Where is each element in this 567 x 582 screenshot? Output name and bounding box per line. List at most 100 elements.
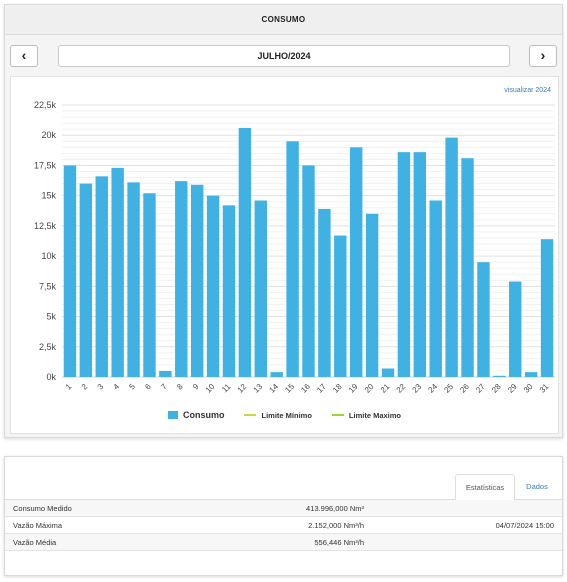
stats-table: Consumo Medido 413.996,000 Nm³ Vazão Máx… <box>5 500 562 551</box>
next-month-button[interactable]: › <box>529 45 557 67</box>
bar <box>397 152 411 377</box>
y-tick-label: 15k <box>41 191 56 201</box>
tab-estatisticas[interactable]: Estatísticas <box>455 474 515 501</box>
tab-dados[interactable]: Dados <box>526 482 548 491</box>
chart-card: visualizar 2024 0k 2,5k 5k 7,5k 10k 12,5k 15k 1… <box>10 76 559 434</box>
row-label: Vazão Máxima <box>13 521 63 530</box>
x-tick-label: 27 <box>474 382 487 395</box>
x-tick-label: 29 <box>506 382 519 395</box>
x-tick-label: 10 <box>204 382 217 395</box>
statistics-panel: Estatísticas Dados Consumo Medido 413.99… <box>4 456 563 576</box>
bar <box>429 200 442 377</box>
x-tick-label: 8 <box>175 382 185 392</box>
x-tick-label: 6 <box>143 382 153 392</box>
legend-item-consumo[interactable]: Consumo <box>167 410 224 420</box>
bar <box>175 181 188 377</box>
stats-tabs: Estatísticas Dados <box>5 474 562 501</box>
x-tick-label: 25 <box>442 382 455 395</box>
x-tick-label: 30 <box>522 382 535 395</box>
x-tick-label: 15 <box>283 382 296 395</box>
y-tick-label: 2,5k <box>39 342 57 352</box>
bar <box>461 158 474 377</box>
legend-label: Limite Maximo <box>348 410 401 420</box>
chart-legend: Consumo Limite Mínimo Limite Maximo <box>11 408 558 422</box>
legend-line-swatch <box>244 414 257 416</box>
y-tick-label: 17,5k <box>34 160 57 170</box>
bar <box>254 200 267 377</box>
x-tick-label: 12 <box>236 382 249 395</box>
x-tick-label: 22 <box>395 382 408 395</box>
bar <box>413 152 427 377</box>
x-tick-label: 4 <box>112 382 122 392</box>
row-label: Vazão Média <box>13 538 57 547</box>
x-tick-label: 18 <box>331 382 344 395</box>
row-label: Consumo Medido <box>13 504 72 513</box>
x-tick-label: 20 <box>363 382 376 395</box>
legend-bar-swatch <box>167 411 178 419</box>
legend-item-limite-maximo[interactable]: Limite Maximo <box>331 410 401 420</box>
y-tick-label: 10k <box>41 251 56 261</box>
y-tick-label: 12,5k <box>34 221 57 231</box>
bar <box>286 141 299 377</box>
x-tick-label: 24 <box>426 382 439 395</box>
bar <box>477 262 490 377</box>
bar <box>509 281 522 377</box>
bar <box>79 183 93 377</box>
x-tick-label: 21 <box>379 382 392 395</box>
bar <box>238 127 252 377</box>
panel-title: CONSUMO <box>5 5 562 35</box>
legend-item-limite-minimo[interactable]: Limite Mínimo <box>244 410 312 420</box>
bar <box>493 375 506 377</box>
x-tick-label: 19 <box>347 382 360 395</box>
x-tick-label: 5 <box>127 382 137 392</box>
x-tick-label: 31 <box>538 382 551 395</box>
row-date: 04/07/2024 15:00 <box>495 521 554 530</box>
x-tick-label: 13 <box>252 382 265 395</box>
bar <box>143 193 156 377</box>
x-tick-label: 14 <box>267 382 280 395</box>
table-row: Consumo Medido 413.996,000 Nm³ <box>5 500 562 517</box>
y-tick-label: 7,5k <box>39 281 57 291</box>
bar <box>111 167 124 377</box>
legend-line-swatch <box>331 414 344 416</box>
table-row: Vazão Média 556,446 Nm³/h <box>5 534 562 551</box>
y-tick-label: 22,5k <box>34 100 57 110</box>
x-tick-label: 9 <box>191 382 201 392</box>
consumo-panel: CONSUMO ‹ JULHO/2024 › visualizar 2024 0… <box>4 4 563 438</box>
bar <box>350 147 363 377</box>
x-tick-label: 3 <box>96 382 106 392</box>
x-tick-label: 11 <box>220 382 233 395</box>
bar <box>222 205 236 377</box>
visualizar-year-link[interactable]: visualizar 2024 <box>504 87 551 94</box>
y-tick-label: 5k <box>46 312 56 322</box>
bar <box>190 184 204 377</box>
row-value: 556,446 Nm³/h <box>314 538 364 547</box>
bar <box>270 372 283 377</box>
y-tick-label: 20k <box>41 130 56 140</box>
bar <box>318 208 331 377</box>
x-tick-label: 23 <box>411 382 424 395</box>
bar <box>381 368 395 377</box>
legend-label: Limite Mínimo <box>261 410 312 420</box>
month-selector[interactable]: JULHO/2024 <box>58 45 510 67</box>
y-tick-label: 0k <box>46 372 56 382</box>
bar <box>127 182 140 377</box>
row-value: 413.996,000 Nm³ <box>306 504 364 513</box>
bar <box>524 372 538 377</box>
x-tick-label: 28 <box>490 382 503 395</box>
bar <box>302 165 315 377</box>
row-value: 2.152,000 Nm³/h <box>308 521 364 530</box>
bar <box>540 239 554 377</box>
bar <box>334 235 347 377</box>
bar <box>63 165 77 377</box>
table-row: Vazão Máxima 2.152,000 Nm³/h 04/07/2024 … <box>5 517 562 534</box>
chevron-left-icon: ‹ <box>21 47 27 63</box>
prev-month-button[interactable]: ‹ <box>10 45 38 67</box>
bar <box>159 370 172 377</box>
bar <box>445 137 458 377</box>
bar <box>95 176 108 377</box>
x-tick-label: 1 <box>64 382 74 392</box>
x-tick-label: 17 <box>315 382 328 395</box>
x-tick-label: 26 <box>458 382 471 395</box>
